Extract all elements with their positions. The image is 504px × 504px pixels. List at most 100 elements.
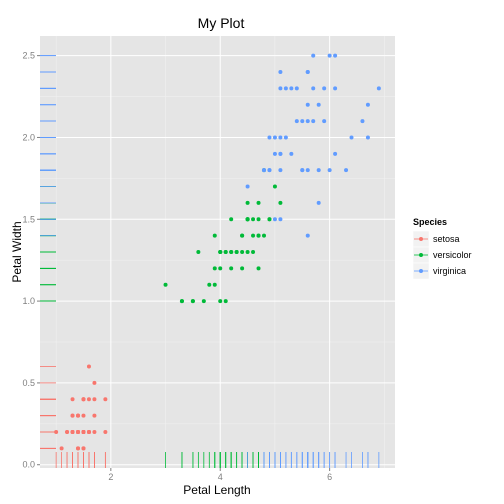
point-virginica <box>278 217 283 222</box>
point-virginica <box>311 119 316 124</box>
point-setosa <box>70 397 75 402</box>
point-versicolor <box>251 250 256 254</box>
x-tick-label: 2 <box>108 472 113 482</box>
x-tick-label: 6 <box>327 472 332 482</box>
point-versicolor <box>218 266 223 271</box>
point-virginica <box>278 86 283 91</box>
legend-title: Species <box>413 217 447 227</box>
point-versicolor <box>218 250 223 254</box>
point-virginica <box>305 233 310 238</box>
point-virginica <box>316 102 321 107</box>
point-versicolor <box>163 282 168 287</box>
point-versicolor <box>261 233 266 238</box>
grid-lines <box>40 36 395 468</box>
point-versicolor <box>229 217 234 222</box>
point-setosa <box>86 397 91 402</box>
point-versicolor <box>245 250 250 254</box>
point-virginica <box>305 119 310 124</box>
point-virginica <box>294 119 299 124</box>
point-virginica <box>360 119 365 124</box>
point-virginica <box>316 200 321 205</box>
point-versicolor <box>229 250 234 254</box>
point-versicolor <box>256 266 261 271</box>
point-setosa <box>70 430 75 434</box>
point-versicolor <box>256 200 261 205</box>
point-virginica <box>333 151 338 156</box>
rug-marks <box>40 55 380 468</box>
point-setosa <box>86 430 91 434</box>
point-virginica <box>311 86 316 91</box>
legend-point-virginica <box>419 269 423 273</box>
point-setosa <box>59 446 64 451</box>
point-virginica <box>344 168 349 173</box>
point-setosa <box>81 430 86 434</box>
point-virginica <box>272 135 277 140</box>
y-tick-label: 0.5 <box>22 378 35 388</box>
data-points <box>54 53 381 451</box>
point-versicolor <box>245 200 250 205</box>
point-virginica <box>305 102 310 107</box>
point-versicolor <box>223 250 228 254</box>
point-versicolor <box>240 233 245 238</box>
point-virginica <box>365 102 370 107</box>
point-setosa <box>92 430 97 434</box>
legend: Species setosa versicolor virginica <box>412 217 472 280</box>
y-tick-label: 0.0 <box>22 460 35 470</box>
point-virginica <box>245 184 250 189</box>
point-virginica <box>300 168 305 173</box>
point-setosa <box>92 397 97 402</box>
point-virginica <box>322 86 327 91</box>
point-setosa <box>92 413 97 418</box>
point-versicolor <box>190 299 195 304</box>
point-setosa <box>103 430 108 434</box>
point-setosa <box>65 430 70 434</box>
point-setosa <box>92 380 97 385</box>
point-virginica <box>278 70 283 74</box>
legend-point-versicolor <box>419 253 423 257</box>
point-virginica <box>300 119 305 124</box>
point-versicolor <box>251 217 256 222</box>
point-virginica <box>272 217 277 222</box>
x-tick-label: 4 <box>218 472 223 482</box>
point-setosa <box>81 413 86 418</box>
point-virginica <box>267 135 272 140</box>
point-versicolor <box>218 299 223 304</box>
point-versicolor <box>223 299 228 304</box>
point-setosa <box>81 397 86 402</box>
point-setosa <box>70 413 75 418</box>
y-tick-label: 2.0 <box>22 132 35 142</box>
point-versicolor <box>212 266 217 271</box>
point-setosa <box>76 413 81 418</box>
point-virginica <box>311 53 316 58</box>
y-axis-ticks: 0.0 0.5 1.0 1.5 2.0 2.5 <box>22 51 40 470</box>
point-versicolor <box>278 200 283 205</box>
point-versicolor <box>196 250 201 254</box>
point-virginica <box>365 135 370 140</box>
point-versicolor <box>240 266 245 271</box>
y-tick-label: 1.5 <box>22 214 35 224</box>
point-setosa <box>81 446 86 451</box>
point-versicolor <box>207 282 212 287</box>
point-versicolor <box>212 233 217 238</box>
point-virginica <box>267 168 272 173</box>
y-tick-label: 1.0 <box>22 296 35 306</box>
point-setosa <box>76 446 81 451</box>
point-virginica <box>278 151 283 156</box>
point-versicolor <box>251 233 256 238</box>
point-virginica <box>283 86 288 91</box>
point-virginica <box>289 151 294 156</box>
point-versicolor <box>201 299 206 304</box>
point-setosa <box>86 364 91 369</box>
point-virginica <box>305 70 310 74</box>
point-virginica <box>376 86 381 91</box>
point-virginica <box>322 119 327 124</box>
point-virginica <box>283 135 288 140</box>
legend-label-versicolor: versicolor <box>433 250 472 260</box>
x-axis-title: Petal Length <box>183 483 250 497</box>
point-virginica <box>289 86 294 91</box>
point-virginica <box>327 168 332 173</box>
chart-title: My Plot <box>198 15 245 31</box>
legend-label-setosa: setosa <box>433 234 460 244</box>
point-virginica <box>316 168 321 173</box>
